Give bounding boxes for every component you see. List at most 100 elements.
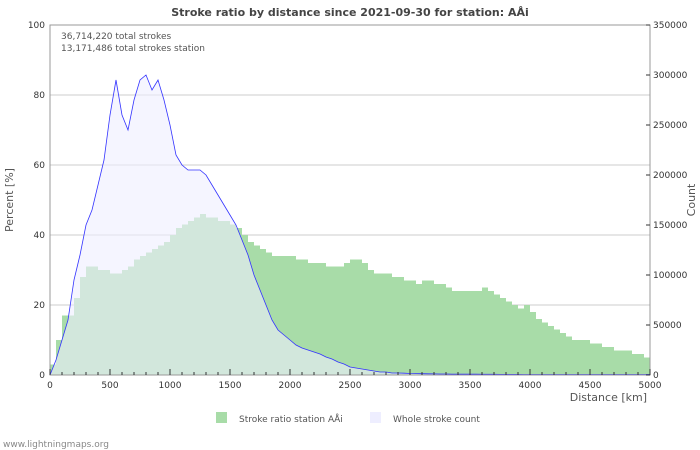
ratio-bar: [518, 308, 524, 375]
y-tick-label: 20: [34, 301, 46, 311]
legend-label-count: Whole stroke count: [393, 415, 480, 425]
ratio-bar: [626, 350, 632, 375]
ratio-bar: [314, 263, 320, 375]
ratio-bar: [362, 263, 368, 375]
y2-tick-label: 150000: [653, 221, 688, 231]
ratio-bar: [284, 256, 290, 375]
x-axis-label: Distance [km]: [570, 391, 647, 404]
ratio-bar: [440, 284, 446, 375]
y2-tick-label: 200000: [653, 171, 688, 181]
ratio-bar: [326, 266, 332, 375]
ratio-bar: [422, 280, 428, 375]
ratio-bar: [632, 354, 638, 375]
ratio-bar: [536, 319, 542, 375]
ratio-bar: [494, 294, 500, 375]
y-axis-label: Percent [%]: [3, 168, 16, 232]
footer-credit: www.lightningmaps.org: [3, 440, 109, 450]
ratio-bar: [608, 347, 614, 375]
y-tick-label: 0: [39, 371, 45, 381]
y2-tick-label: 100000: [653, 271, 688, 281]
ratio-bar: [572, 340, 578, 375]
ratio-bar: [566, 336, 572, 375]
ratio-bar: [296, 259, 302, 375]
x-tick-label: 4500: [579, 381, 602, 391]
ratio-bar: [320, 263, 326, 375]
ratio-bar: [278, 256, 284, 375]
x-tick-label: 3000: [399, 381, 422, 391]
y2-tick-label: 50000: [653, 321, 682, 331]
ratio-bar: [332, 266, 338, 375]
x-tick-label: 1500: [219, 381, 242, 391]
ratio-bar: [512, 305, 518, 375]
ratio-bar: [614, 350, 620, 375]
x-tick-label: 2500: [339, 381, 362, 391]
x-tick-label: 5000: [639, 381, 662, 391]
y2-tick-label: 300000: [653, 71, 688, 81]
ratio-bar: [524, 305, 530, 375]
legend-label-ratio: Stroke ratio station AÅi: [239, 413, 343, 425]
x-tick-label: 0: [47, 381, 53, 391]
ratio-bar: [344, 263, 350, 375]
ratio-bar: [488, 291, 494, 375]
ratio-bar: [380, 273, 386, 375]
ratio-bar: [482, 287, 488, 375]
y-tick-label: 60: [34, 161, 46, 171]
ratio-bar: [584, 340, 590, 375]
ratio-bar: [290, 256, 296, 375]
legend-swatch-count: [370, 412, 381, 423]
x-tick-label: 1000: [159, 381, 182, 391]
ratio-bar: [554, 329, 560, 375]
ratio-bar: [506, 301, 512, 375]
ratio-bar: [500, 298, 506, 375]
ratio-bar: [308, 263, 314, 375]
ratio-bar: [404, 280, 410, 375]
y-tick-label: 80: [34, 91, 46, 101]
ratio-bar: [452, 291, 458, 375]
ratio-bar: [644, 357, 650, 375]
ratio-bar: [416, 284, 422, 375]
chart-title: Stroke ratio by distance since 2021-09-3…: [171, 6, 529, 19]
ratio-bar: [302, 259, 308, 375]
ratio-bar: [638, 354, 644, 375]
ratio-bar: [560, 333, 566, 375]
y-tick-label: 100: [28, 21, 45, 31]
x-tick-label: 3500: [459, 381, 482, 391]
ratio-bar: [338, 266, 344, 375]
ratio-bar: [368, 270, 374, 375]
ratio-bar: [374, 273, 380, 375]
ratio-bar: [602, 347, 608, 375]
ratio-bar: [470, 291, 476, 375]
y2-axis-label: Count: [685, 183, 698, 216]
x-tick-label: 2000: [279, 381, 302, 391]
ratio-bar: [548, 326, 554, 375]
ratio-bar: [410, 280, 416, 375]
legend-swatch-ratio: [216, 412, 227, 423]
ratio-bar: [620, 350, 626, 375]
y-tick-label: 40: [34, 231, 46, 241]
ratio-bar: [590, 343, 596, 375]
annotation-station-strokes: 13,171,486 total strokes station: [61, 44, 205, 54]
ratio-bar: [476, 291, 482, 375]
x-tick-label: 4000: [519, 381, 542, 391]
y2-tick-label: 250000: [653, 121, 688, 131]
ratio-bar: [272, 256, 278, 375]
ratio-bar: [458, 291, 464, 375]
ratio-bar: [428, 280, 434, 375]
ratio-bar: [386, 273, 392, 375]
ratio-bar: [530, 312, 536, 375]
ratio-bar: [446, 287, 452, 375]
ratio-bar: [350, 259, 356, 375]
count-area: [50, 75, 650, 375]
y2-tick-label: 350000: [653, 21, 688, 31]
ratio-bar: [542, 322, 548, 375]
annotation-total-strokes: 36,714,220 total strokes: [61, 32, 171, 42]
y2-tick-label: 0: [653, 371, 659, 381]
ratio-bar: [434, 284, 440, 375]
ratio-bar: [392, 277, 398, 375]
ratio-bar: [398, 277, 404, 375]
ratio-bar: [356, 259, 362, 375]
ratio-bar: [596, 343, 602, 375]
x-tick-label: 500: [101, 381, 118, 391]
